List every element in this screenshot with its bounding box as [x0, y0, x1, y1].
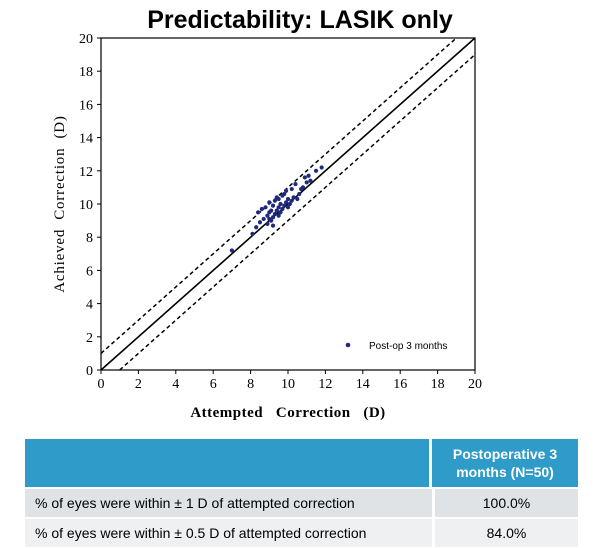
y-tick-label: 10 — [79, 198, 93, 213]
tolerance-line — [119, 54, 476, 371]
data-point — [255, 210, 261, 215]
data-point — [269, 208, 274, 213]
data-point — [267, 200, 272, 205]
data-point — [257, 220, 263, 225]
data-point — [285, 196, 291, 202]
data-point — [274, 208, 279, 213]
data-point — [282, 203, 287, 208]
data-point — [300, 185, 306, 190]
data-point — [276, 205, 281, 210]
data-point — [308, 178, 313, 183]
chart-title: Predictability: LASIK only — [147, 6, 453, 34]
data-point — [278, 210, 283, 215]
data-point — [265, 221, 270, 227]
x-tick-label: 12 — [318, 377, 332, 392]
data-point — [295, 196, 300, 202]
y-tick-label: 0 — [86, 364, 93, 379]
results-table: Postoperative 3 months (N=50) % of eyes … — [25, 439, 578, 547]
x-tick-label: 16 — [393, 377, 407, 392]
y-tick-label: 16 — [79, 98, 93, 113]
data-point — [285, 205, 291, 210]
data-point — [270, 203, 276, 208]
table-row: % of eyes were within ± 0.5 D of attempt… — [25, 517, 578, 547]
x-tick-label: 8 — [247, 377, 254, 392]
data-point — [270, 215, 276, 220]
column-header-line2: months (N=50) — [456, 464, 554, 480]
data-point — [289, 186, 294, 192]
data-point — [270, 223, 276, 228]
data-point — [276, 213, 281, 218]
legend-marker — [345, 342, 351, 348]
row-value: 84.0% — [432, 517, 578, 547]
data-point — [319, 165, 324, 170]
data-point — [276, 196, 281, 202]
header-blank-cell — [25, 439, 432, 487]
table-header-row: Postoperative 3 months (N=50) — [25, 439, 578, 487]
tolerance-line — [100, 37, 457, 354]
data-point — [313, 168, 319, 173]
data-point — [261, 216, 266, 222]
y-tick-label: 4 — [86, 298, 93, 313]
legend-label: Post-op 3 months — [369, 341, 447, 352]
data-point — [284, 188, 289, 193]
row-label: % of eyes were within ± 0.5 D of attempt… — [25, 517, 432, 547]
y-tick-label: 12 — [79, 165, 93, 180]
y-tick-label: 8 — [86, 231, 93, 246]
x-tick-label: 4 — [172, 377, 179, 392]
data-point — [306, 173, 311, 178]
x-tick-label: 18 — [431, 377, 445, 392]
data-point — [297, 191, 302, 197]
data-point — [291, 195, 296, 200]
y-tick-label: 18 — [79, 65, 93, 80]
data-point — [289, 198, 294, 203]
x-tick-label: 2 — [135, 377, 142, 392]
data-point — [259, 206, 264, 212]
row-label: % of eyes were within ± 1 D of attempted… — [25, 487, 432, 517]
data-point — [278, 201, 283, 207]
data-point — [272, 198, 278, 203]
data-point — [287, 201, 292, 207]
data-point — [272, 211, 278, 217]
x-axis-label: Attempted Correction (D) — [190, 405, 385, 421]
legend: Post-op 3 months — [345, 341, 447, 352]
data-point — [263, 205, 268, 210]
column-header-line1: Postoperative 3 — [452, 446, 558, 462]
y-tick-label: 14 — [79, 132, 93, 147]
y-tick-label: 2 — [86, 331, 93, 346]
data-point — [282, 191, 287, 197]
y-axis-label: Achieved Correction (D) — [52, 115, 68, 292]
data-point — [267, 216, 272, 222]
y-tick-label: 6 — [86, 264, 93, 279]
column-header-postoperative: Postoperative 3 months (N=50) — [432, 439, 578, 487]
data-point — [293, 181, 298, 187]
data-point — [284, 200, 289, 205]
x-tick-label: 20 — [468, 377, 482, 392]
x-tick-label: 0 — [98, 377, 105, 392]
scatter-plot: 0 2 4 6 8 10 12 14 16 18 20 0 2 4 6 8 10 12 14 16 18 20 Post-… — [52, 32, 482, 421]
data-point — [304, 180, 309, 185]
y-tick-label: 20 — [79, 32, 93, 47]
data-point — [254, 225, 259, 230]
data-point — [229, 248, 234, 253]
x-tick-label: 14 — [356, 377, 370, 392]
data-point — [265, 213, 270, 218]
x-tick-label: 6 — [210, 377, 217, 392]
data-point — [302, 175, 307, 180]
data-point — [280, 206, 285, 212]
row-value: 100.0% — [432, 487, 578, 517]
data-point — [250, 231, 255, 236]
table-row: % of eyes were within ± 1 D of attempted… — [25, 487, 578, 517]
x-tick-label: 10 — [281, 377, 295, 392]
